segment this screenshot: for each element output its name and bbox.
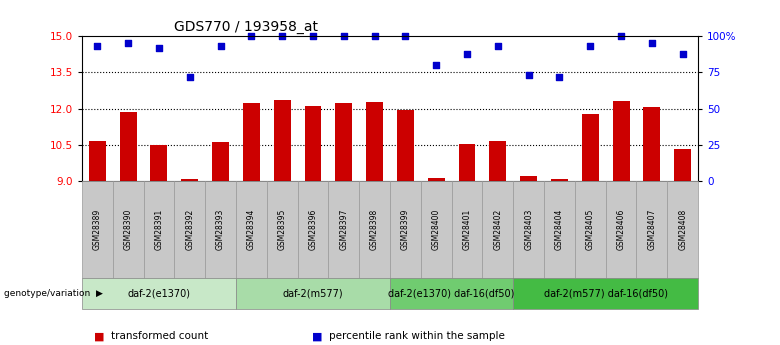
Bar [89, 141, 106, 181]
Text: GSM28402: GSM28402 [493, 209, 502, 250]
Text: daf-2(e1370): daf-2(e1370) [127, 288, 190, 298]
Text: GSM28398: GSM28398 [370, 209, 379, 250]
Point [153, 45, 165, 51]
Bar [397, 110, 414, 181]
Bar [366, 102, 383, 181]
Text: daf-2(e1370) daf-16(df50): daf-2(e1370) daf-16(df50) [388, 288, 515, 298]
Text: GSM28396: GSM28396 [308, 209, 317, 250]
Point [276, 33, 289, 39]
Text: GSM28406: GSM28406 [616, 209, 626, 250]
Point [584, 43, 597, 49]
Text: GSM28389: GSM28389 [93, 209, 102, 250]
Bar [243, 103, 260, 181]
Point [553, 74, 566, 80]
Point [368, 33, 381, 39]
Point [215, 43, 227, 49]
Bar [612, 101, 629, 181]
Bar [427, 177, 445, 181]
Text: GSM28397: GSM28397 [339, 209, 349, 250]
Point [338, 33, 350, 39]
Point [399, 33, 412, 39]
Text: GSM28401: GSM28401 [463, 209, 472, 250]
Text: GSM28395: GSM28395 [278, 209, 287, 250]
Bar [644, 107, 661, 181]
Text: GSM28407: GSM28407 [647, 209, 657, 250]
Text: GSM28400: GSM28400 [431, 209, 441, 250]
Point [183, 74, 196, 80]
Text: GDS770 / 193958_at: GDS770 / 193958_at [174, 20, 318, 34]
Text: GSM28408: GSM28408 [678, 209, 687, 250]
Point [307, 33, 319, 39]
Point [91, 43, 104, 49]
Text: transformed count: transformed count [111, 332, 208, 341]
Text: ■: ■ [94, 332, 104, 341]
Bar [181, 179, 198, 181]
Bar [551, 179, 568, 181]
Point [676, 51, 689, 56]
Point [430, 62, 442, 68]
Text: GSM28392: GSM28392 [185, 209, 194, 250]
Bar [582, 114, 599, 181]
Text: GSM28391: GSM28391 [154, 209, 164, 250]
Bar [459, 144, 476, 181]
Text: GSM28393: GSM28393 [216, 209, 225, 250]
Bar [119, 112, 136, 181]
Bar [274, 100, 291, 181]
Bar [674, 148, 691, 181]
Text: genotype/variation  ▶: genotype/variation ▶ [4, 289, 103, 298]
Point [122, 41, 134, 46]
Point [491, 43, 504, 49]
Text: daf-2(m577) daf-16(df50): daf-2(m577) daf-16(df50) [544, 288, 668, 298]
Bar [335, 103, 353, 181]
Point [646, 41, 658, 46]
Point [615, 33, 627, 39]
Text: daf-2(m577): daf-2(m577) [282, 288, 343, 298]
Text: GSM28394: GSM28394 [246, 209, 256, 250]
Text: GSM28403: GSM28403 [524, 209, 534, 250]
Text: GSM28390: GSM28390 [123, 209, 133, 250]
Point [461, 51, 473, 56]
Text: ■: ■ [312, 332, 322, 341]
Text: GSM28404: GSM28404 [555, 209, 564, 250]
Bar [151, 145, 168, 181]
Bar [489, 141, 506, 181]
Bar [304, 106, 321, 181]
Text: GSM28399: GSM28399 [401, 209, 410, 250]
Text: GSM28405: GSM28405 [586, 209, 595, 250]
Point [523, 72, 535, 78]
Text: percentile rank within the sample: percentile rank within the sample [329, 332, 505, 341]
Bar [212, 142, 229, 181]
Point [245, 33, 257, 39]
Bar [520, 176, 537, 181]
